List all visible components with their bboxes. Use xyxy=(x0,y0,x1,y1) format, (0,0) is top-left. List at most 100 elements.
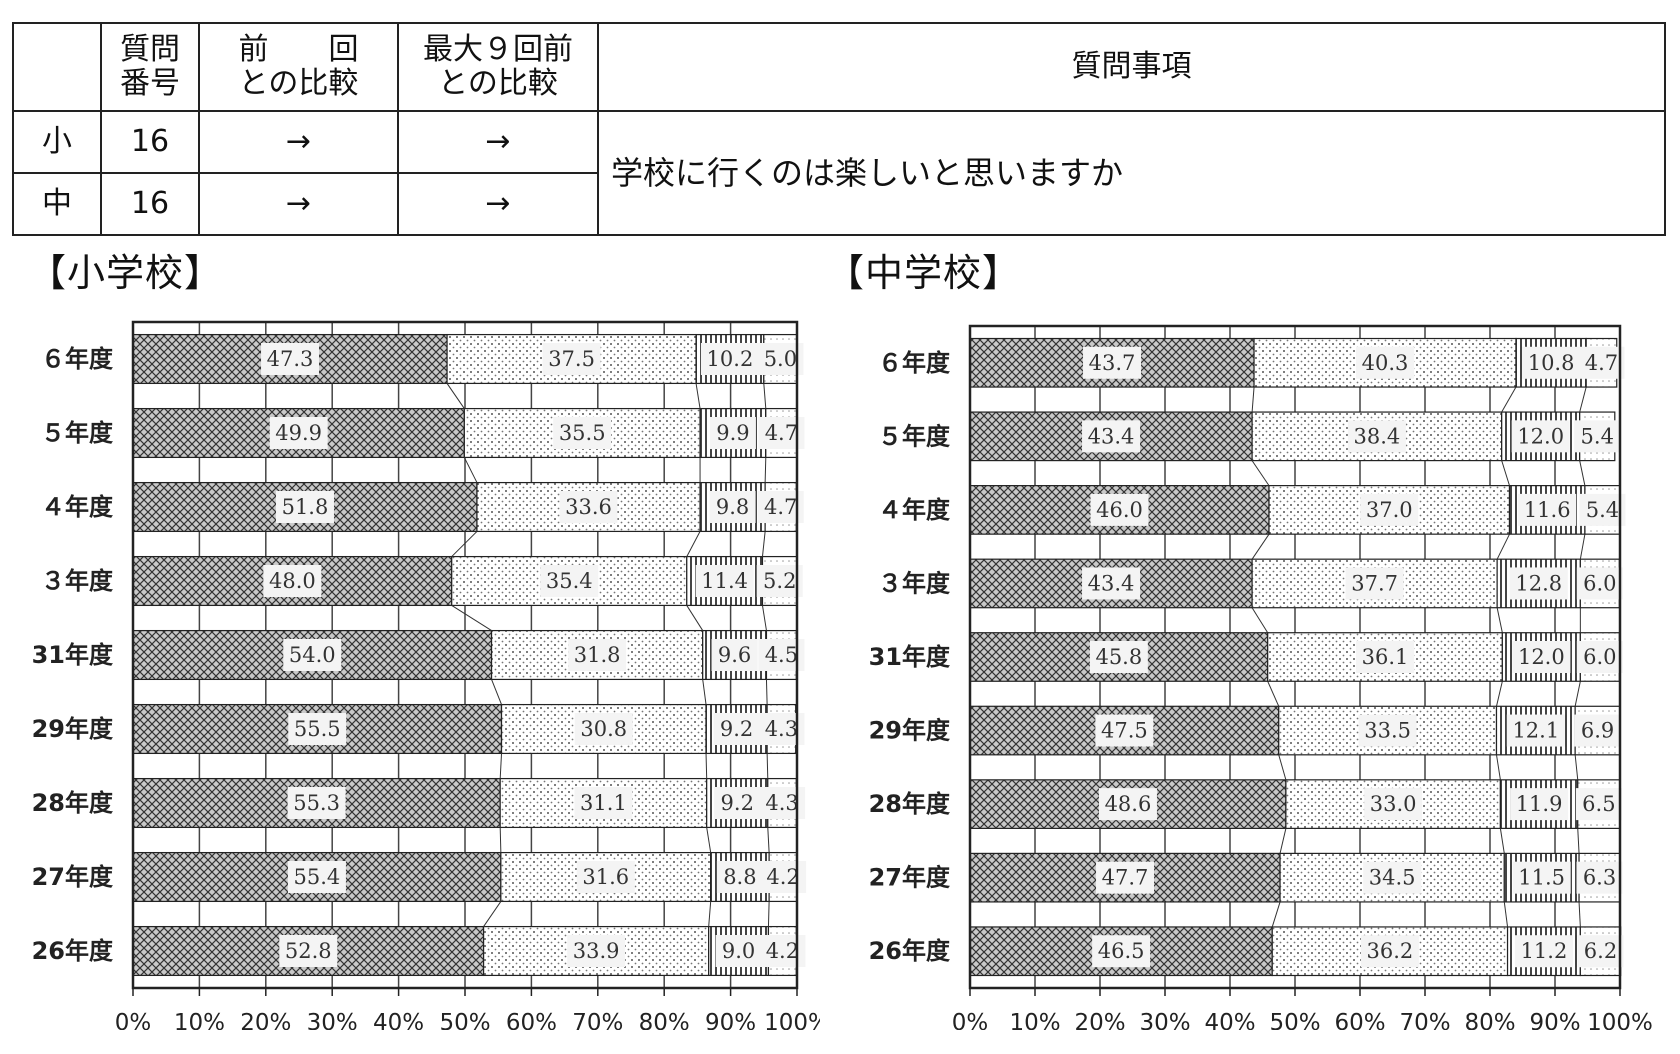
x-tick-label: 70% xyxy=(1399,1010,1450,1030)
data-label: 45.8 xyxy=(1095,645,1142,669)
series-connector-line xyxy=(451,604,492,632)
question-text: 学校に行くのは楽しいと思いますか xyxy=(597,110,1666,236)
data-label: 12.1 xyxy=(1512,719,1559,743)
data-label-background xyxy=(1089,641,1148,673)
series-connector-line xyxy=(686,605,704,631)
header-prev-compare: 前 回 との比較 xyxy=(198,22,399,112)
junior-stacked-bar-chart: ６年度 ５年度 ４年度 ３年度 31年度 29年度 28年度 27年度 26年度 43.7 40.3… xyxy=(869,324,1653,1030)
data-label: 9.6 xyxy=(718,643,751,667)
category-label: 26年度 xyxy=(32,937,114,965)
data-label-background xyxy=(714,787,761,819)
data-label: 6.0 xyxy=(1583,645,1616,669)
data-label-background xyxy=(1576,567,1623,600)
category-label: 28年度 xyxy=(32,789,114,817)
series-connector-line xyxy=(1496,754,1501,780)
bar-segment xyxy=(969,705,1280,756)
data-label-background xyxy=(553,417,612,449)
series-connector-line xyxy=(1496,681,1503,707)
x-tick-label: 70% xyxy=(572,1010,623,1030)
series-connector-line xyxy=(763,383,767,409)
x-tick-label: 40% xyxy=(373,1010,424,1030)
data-label-background xyxy=(756,565,803,597)
row-elementary-max9-arrow: → xyxy=(397,110,599,174)
data-label: 4.7 xyxy=(1585,351,1618,375)
data-label-background xyxy=(711,639,758,671)
data-label-background xyxy=(542,343,601,375)
x-tick-label: 80% xyxy=(639,1010,690,1030)
data-label-background xyxy=(695,565,754,597)
data-label: 33.5 xyxy=(1364,719,1411,743)
data-label-background xyxy=(1578,346,1625,379)
x-tick-label: 60% xyxy=(506,1010,557,1030)
series-connector-line xyxy=(705,753,708,779)
data-label: 5.4 xyxy=(1581,424,1614,448)
data-label: 37.7 xyxy=(1351,571,1398,595)
data-label: 10.8 xyxy=(1528,351,1575,375)
data-label-background xyxy=(1360,493,1419,526)
data-label: 48.6 xyxy=(1105,792,1152,816)
question-info-table: 質問 番号 前 回 との比較 最大９回前 との比較 質問事項 小 16 → → … xyxy=(12,22,1666,236)
series-connector-line xyxy=(1251,460,1270,486)
data-label: 36.2 xyxy=(1367,939,1414,963)
data-label: 46.5 xyxy=(1098,939,1145,963)
category-label: 27年度 xyxy=(32,863,114,891)
data-label-background xyxy=(1506,714,1565,747)
x-tick-label: 0% xyxy=(115,1010,152,1030)
data-label-background xyxy=(1095,714,1154,747)
data-label: 5.0 xyxy=(764,347,797,371)
data-label-background xyxy=(1512,641,1571,673)
data-label-background xyxy=(1575,788,1622,821)
data-label: 8.8 xyxy=(723,865,756,889)
data-label: 12.0 xyxy=(1518,645,1565,669)
series-connector-line xyxy=(499,753,503,779)
series-connector-line xyxy=(1251,533,1270,560)
data-label: 6.0 xyxy=(1583,571,1616,595)
row-junior-max9-arrow: → xyxy=(397,172,599,236)
data-label: 38.4 xyxy=(1354,424,1401,448)
data-label-background xyxy=(1347,420,1406,453)
data-label-background xyxy=(279,935,338,967)
series-connector-line xyxy=(1279,828,1287,854)
data-label: 47.3 xyxy=(267,347,314,371)
series-connector-line xyxy=(1501,460,1510,486)
bar-segment xyxy=(969,632,1269,682)
data-label-background xyxy=(263,565,322,597)
series-connector-line xyxy=(446,383,465,409)
data-label: 54.0 xyxy=(289,643,336,667)
data-label-background xyxy=(288,713,347,745)
header-blank xyxy=(12,22,102,112)
data-label: 37.0 xyxy=(1366,498,1413,522)
x-tick-label: 10% xyxy=(174,1010,225,1030)
series-connector-line xyxy=(499,827,502,853)
series-connector-line xyxy=(1579,534,1586,560)
category-label: ５年度 xyxy=(41,419,114,447)
data-label-background xyxy=(1576,861,1623,894)
data-label: 52.8 xyxy=(285,939,332,963)
data-label-background xyxy=(540,565,599,597)
data-label: 34.5 xyxy=(1369,866,1416,890)
data-label-background xyxy=(700,343,759,375)
series-connector-line xyxy=(702,679,707,705)
x-tick-label: 40% xyxy=(1204,1010,1255,1030)
data-label-background xyxy=(1360,935,1419,968)
data-label-background xyxy=(1518,493,1577,526)
data-label: 11.6 xyxy=(1524,498,1571,522)
data-label: 9.0 xyxy=(722,939,755,963)
x-tick-label: 50% xyxy=(439,1010,490,1030)
series-connector-line xyxy=(695,383,701,409)
x-tick-label: 100% xyxy=(1587,1010,1653,1030)
data-label: 37.5 xyxy=(548,347,595,371)
series-connector-line xyxy=(1579,386,1587,413)
data-label: 6.5 xyxy=(1582,792,1615,816)
series-connector-line xyxy=(1271,901,1281,928)
series-connector-line xyxy=(1278,754,1287,780)
data-label: 11.9 xyxy=(1516,792,1563,816)
data-label-background xyxy=(1092,935,1151,968)
data-label: 9.8 xyxy=(716,495,749,519)
x-tick-label: 50% xyxy=(1269,1010,1320,1030)
series-connector-line xyxy=(761,531,766,557)
series-connector-line xyxy=(1579,460,1586,486)
data-label-background xyxy=(1098,788,1157,821)
row-junior-number: 16 xyxy=(100,172,200,236)
series-connector-line xyxy=(1496,533,1510,560)
